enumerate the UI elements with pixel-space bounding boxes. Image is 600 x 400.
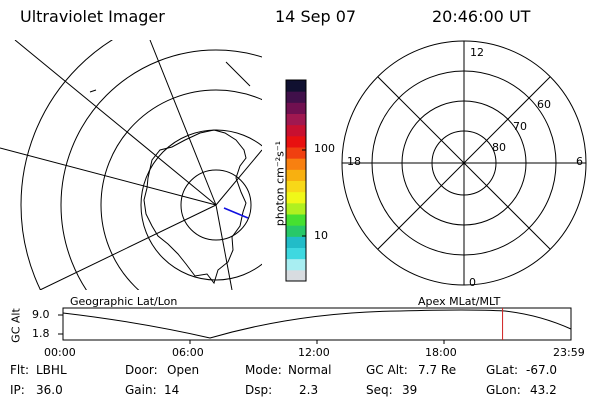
colorbar-swatch — [286, 102, 306, 114]
mlat-label-70: 70 — [513, 120, 527, 133]
gc-alt-label: GC Alt: — [366, 363, 408, 377]
ip-label: IP: — [10, 383, 25, 397]
colorbar-border — [285, 79, 307, 282]
strip-x-tick-1200: 12:00 — [298, 346, 330, 359]
door-value: Open — [167, 363, 200, 377]
strip-x-tick-1800: 18:00 — [425, 346, 457, 359]
gc-alt-value: 7.7 Re — [418, 363, 457, 377]
ip-value: 36.0 — [36, 383, 63, 397]
altitude-curve — [62, 309, 572, 339]
colorbar-swatch — [286, 147, 306, 159]
glon-label: GLon: — [486, 383, 521, 397]
polar-plot-label: Apex MLat/MLT — [418, 295, 501, 308]
colorbar-swatch — [286, 269, 306, 282]
polar-plot — [341, 40, 587, 286]
observation-date: 14 Sep 07 — [275, 7, 357, 26]
colorbar-swatch — [286, 180, 306, 193]
colorbar-swatch — [286, 202, 306, 215]
strip-y-axis-label: GC Alt — [9, 308, 23, 343]
geographic-map-label: Geographic Lat/Lon — [70, 295, 178, 308]
mlt-label-12: 12 — [470, 46, 484, 59]
colorbar-swatch — [286, 124, 306, 137]
colorbar-swatch — [286, 225, 306, 237]
filter-value: LBHL — [36, 363, 67, 377]
colorbar-swatch — [286, 158, 306, 170]
mode-value: Normal — [288, 363, 332, 377]
colorbar-swatch — [286, 214, 306, 226]
coastline — [143, 129, 247, 285]
mlt-label-18: 18 — [347, 155, 361, 168]
door-label: Door: — [125, 363, 158, 377]
gain-label: Gain: — [125, 383, 157, 397]
colorbar-swatch — [286, 236, 306, 248]
seq-label: Seq: — [366, 383, 393, 397]
filter-label: Flt: — [10, 363, 29, 377]
observation-time: 20:46:00 UT — [432, 7, 531, 26]
dsp-label: Dsp: — [245, 383, 273, 397]
mlat-label-80: 80 — [492, 141, 506, 154]
strip-y-tick-9: 9.0 — [32, 308, 50, 321]
altitude-strip-chart — [58, 307, 572, 344]
instrument-title: Ultraviolet Imager — [20, 7, 165, 26]
strip-x-tick-2359: 23:59 — [553, 346, 585, 359]
colorbar-swatch — [286, 258, 306, 271]
glat-label: GLat: — [486, 363, 519, 377]
mlat-label-60: 60 — [537, 98, 551, 111]
colorbar-tick-100: 100 — [314, 142, 335, 155]
colorbar-swatch — [286, 91, 306, 103]
colorbar — [285, 79, 307, 282]
colorbar-unit-label: photon cm⁻²s⁻¹ — [273, 140, 287, 227]
strip-x-tick-0600: 06:00 — [172, 346, 204, 359]
dsp-value: 2.3 — [299, 383, 319, 397]
colorbar-swatch — [286, 169, 306, 181]
mlt-label-0: 0 — [469, 276, 476, 289]
mode-label: Mode: — [245, 363, 282, 377]
colorbar-swatch — [286, 113, 306, 126]
colorbar-swatch — [286, 247, 306, 260]
seq-value: 39 — [402, 383, 418, 397]
colorbar-swatch — [286, 80, 306, 92]
geographic-map — [0, 40, 262, 290]
gain-value: 14 — [164, 383, 180, 397]
colorbar-swatch — [286, 135, 306, 148]
strip-y-tick-1-8: 1.8 — [32, 327, 50, 340]
mlt-label-6: 6 — [576, 155, 583, 168]
glat-value: -67.0 — [526, 363, 558, 377]
strip-x-tick-0000: 00:00 — [44, 346, 76, 359]
colorbar-swatch — [286, 191, 306, 204]
glon-value: 43.2 — [530, 383, 557, 397]
colorbar-tick-10: 10 — [314, 229, 328, 242]
